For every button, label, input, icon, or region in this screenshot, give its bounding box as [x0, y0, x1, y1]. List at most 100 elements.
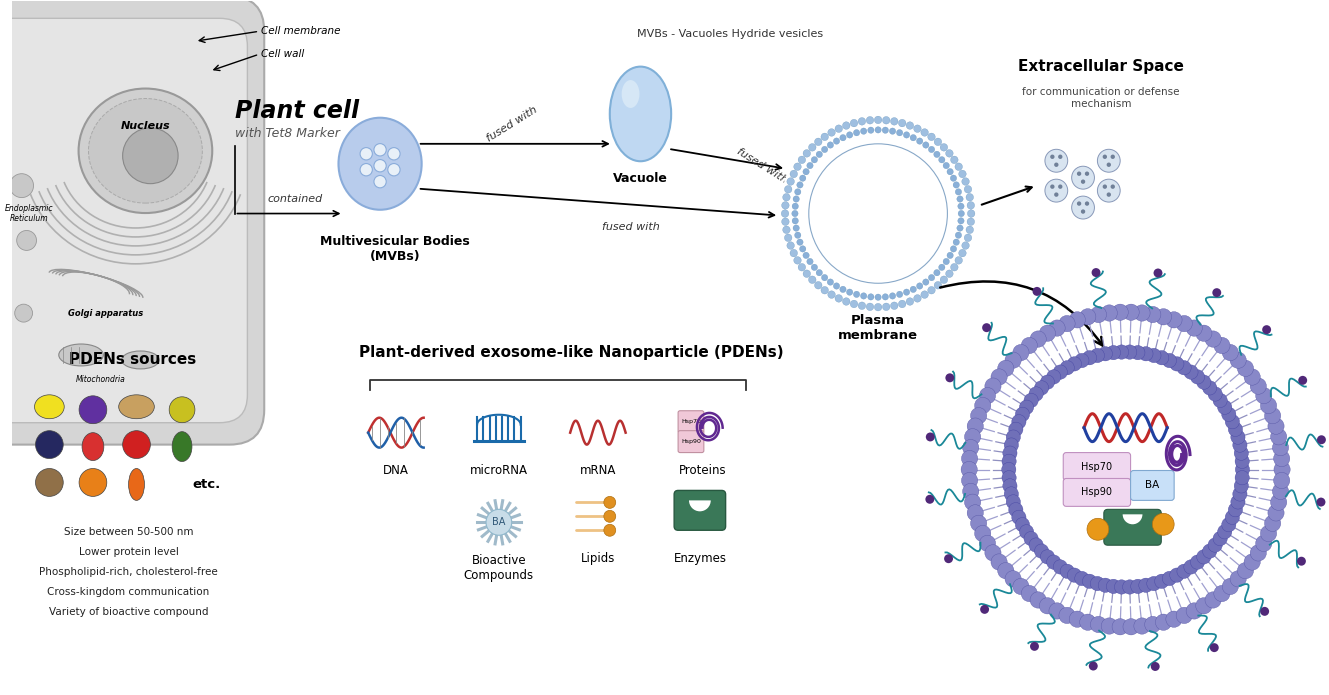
Circle shape	[882, 294, 889, 300]
Circle shape	[1017, 360, 1235, 579]
Circle shape	[968, 505, 983, 521]
Circle shape	[1059, 316, 1075, 332]
Text: fused with: fused with	[485, 104, 538, 143]
Circle shape	[1235, 471, 1249, 485]
Circle shape	[793, 225, 799, 231]
Circle shape	[1217, 525, 1232, 539]
Circle shape	[868, 294, 874, 300]
Circle shape	[851, 300, 857, 308]
Circle shape	[898, 300, 906, 308]
Circle shape	[882, 127, 889, 133]
Circle shape	[953, 181, 960, 188]
Circle shape	[1223, 345, 1239, 361]
Circle shape	[890, 302, 898, 309]
Circle shape	[1147, 348, 1162, 363]
Circle shape	[1041, 375, 1055, 389]
Text: Hsp90: Hsp90	[1082, 487, 1112, 498]
Circle shape	[1115, 345, 1128, 359]
Text: for communication or defense
mechanism: for communication or defense mechanism	[1022, 87, 1180, 109]
Circle shape	[17, 231, 36, 250]
Circle shape	[779, 114, 977, 313]
Circle shape	[961, 473, 978, 489]
Circle shape	[811, 156, 817, 163]
Circle shape	[1053, 365, 1067, 379]
Circle shape	[929, 275, 934, 281]
Circle shape	[890, 117, 898, 125]
Circle shape	[1080, 179, 1086, 184]
Circle shape	[946, 149, 953, 157]
Circle shape	[783, 226, 791, 234]
Circle shape	[985, 545, 1001, 561]
Circle shape	[1191, 370, 1204, 384]
FancyBboxPatch shape	[1063, 478, 1131, 507]
Circle shape	[910, 135, 917, 141]
Circle shape	[800, 246, 805, 252]
Circle shape	[921, 291, 929, 298]
Circle shape	[1221, 518, 1236, 532]
Circle shape	[1079, 614, 1096, 630]
Circle shape	[853, 129, 860, 136]
Circle shape	[1144, 306, 1162, 322]
Circle shape	[962, 242, 969, 250]
Circle shape	[1005, 486, 1018, 501]
Circle shape	[1231, 495, 1245, 509]
Circle shape	[1196, 550, 1211, 564]
Circle shape	[1090, 616, 1107, 632]
Circle shape	[982, 323, 991, 332]
Circle shape	[1209, 643, 1219, 652]
Circle shape	[1021, 337, 1038, 354]
Circle shape	[1005, 352, 1021, 368]
Circle shape	[970, 515, 986, 532]
Circle shape	[968, 218, 974, 225]
Circle shape	[1067, 568, 1082, 582]
Circle shape	[1030, 592, 1046, 608]
Circle shape	[1163, 353, 1176, 368]
Circle shape	[882, 303, 890, 311]
Circle shape	[1013, 345, 1029, 361]
Circle shape	[1084, 202, 1090, 206]
Circle shape	[1251, 378, 1267, 394]
Circle shape	[807, 163, 813, 169]
Circle shape	[950, 156, 958, 163]
Circle shape	[874, 304, 882, 311]
Circle shape	[958, 203, 964, 209]
Circle shape	[970, 407, 986, 424]
Circle shape	[808, 276, 816, 284]
Circle shape	[1260, 398, 1277, 414]
Circle shape	[1002, 462, 1015, 477]
Circle shape	[1098, 149, 1120, 172]
Circle shape	[1011, 510, 1026, 525]
Circle shape	[789, 170, 797, 178]
Circle shape	[1071, 196, 1095, 219]
Circle shape	[815, 138, 823, 145]
Circle shape	[1275, 461, 1290, 477]
Circle shape	[1256, 388, 1272, 404]
Circle shape	[1225, 510, 1240, 525]
Circle shape	[1147, 576, 1162, 591]
Circle shape	[807, 259, 813, 265]
Circle shape	[1235, 446, 1248, 460]
Circle shape	[1076, 172, 1082, 176]
Circle shape	[1273, 450, 1290, 467]
Circle shape	[1082, 350, 1096, 365]
Circle shape	[1155, 574, 1170, 589]
Circle shape	[1205, 592, 1221, 608]
FancyBboxPatch shape	[1104, 509, 1162, 545]
Circle shape	[1260, 607, 1269, 616]
Circle shape	[922, 142, 929, 148]
FancyBboxPatch shape	[0, 18, 247, 423]
Text: Multivesicular Bodies
(MVBs): Multivesicular Bodies (MVBs)	[320, 236, 469, 263]
FancyBboxPatch shape	[674, 491, 726, 530]
Circle shape	[36, 468, 64, 496]
Circle shape	[1111, 184, 1115, 189]
Circle shape	[948, 168, 953, 175]
Circle shape	[958, 250, 966, 257]
Ellipse shape	[129, 468, 145, 500]
Circle shape	[1237, 360, 1253, 377]
Circle shape	[800, 175, 805, 181]
Text: Mitochondria: Mitochondria	[76, 375, 126, 384]
Circle shape	[898, 120, 906, 127]
Circle shape	[946, 270, 953, 277]
Circle shape	[803, 270, 811, 277]
Circle shape	[929, 146, 934, 153]
